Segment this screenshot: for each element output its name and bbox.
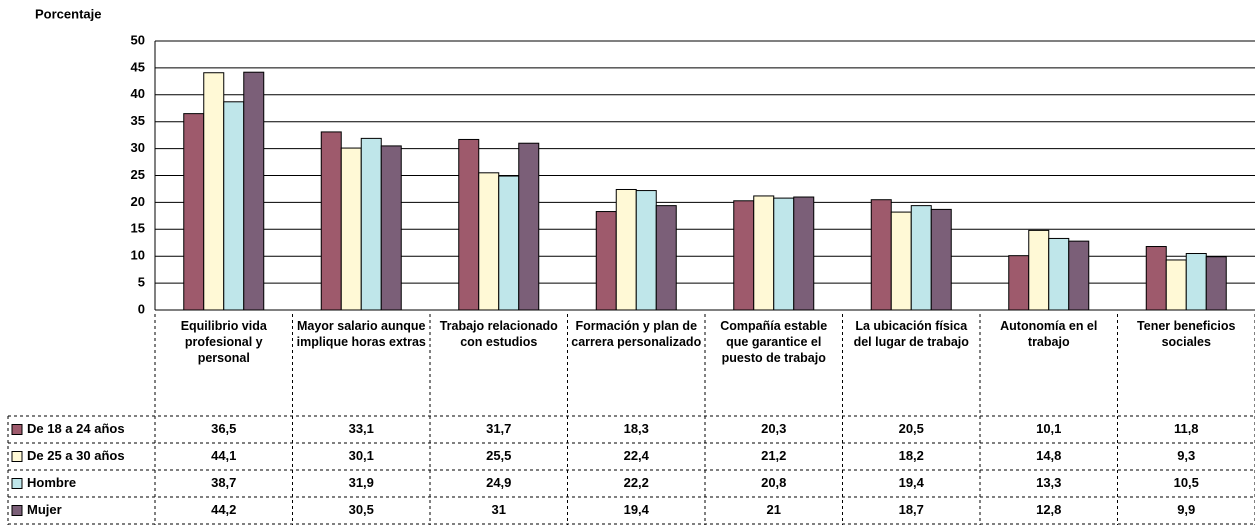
bar — [458, 138, 480, 311]
legend-label: Mujer — [27, 502, 62, 517]
x-tick-label: Tener beneficios sociales — [1137, 319, 1236, 349]
bar — [635, 190, 657, 311]
bar — [870, 199, 892, 311]
table-value: 22,2 — [624, 475, 649, 490]
bar — [1205, 256, 1227, 311]
bar — [360, 137, 382, 311]
x-tick-label: Equilibrio vida profesional y personal — [180, 319, 267, 365]
bar — [478, 172, 500, 311]
bar — [733, 200, 755, 311]
bar — [320, 131, 342, 311]
y-tick-label: 5 — [138, 275, 145, 290]
x-tick-label: Compañía estable que garantice el puesto… — [720, 319, 828, 365]
table-value: 38,7 — [211, 475, 236, 490]
bar — [183, 113, 205, 311]
legend-swatch — [11, 424, 23, 435]
y-tick-label: 0 — [138, 301, 145, 316]
y-axis-label: Porcentaje — [35, 6, 101, 21]
x-tick-label: La ubicación física del lugar de trabajo — [853, 319, 969, 349]
x-tick-label: Trabajo relacionado con estudios — [439, 319, 558, 349]
table-value: 18,3 — [624, 421, 649, 436]
table-value: 12,8 — [1036, 502, 1061, 517]
bar — [1048, 237, 1070, 311]
table-value: 9,9 — [1177, 502, 1195, 517]
y-tick-label: 50 — [131, 32, 145, 47]
bar — [1145, 246, 1167, 311]
bar — [1165, 259, 1187, 311]
table-value: 10,5 — [1174, 475, 1199, 490]
bar — [518, 142, 540, 311]
x-tick-label: Mayor salario aunque implique horas extr… — [296, 319, 426, 349]
table-value: 31,9 — [349, 475, 374, 490]
table-value: 31 — [492, 502, 506, 517]
table-value: 21,2 — [761, 448, 786, 463]
table-value: 36,5 — [211, 421, 236, 436]
table-value: 33,1 — [349, 421, 374, 436]
y-tick-label: 25 — [131, 167, 145, 182]
bar — [243, 71, 265, 311]
y-tick-label: 10 — [131, 248, 145, 263]
bar — [340, 147, 362, 311]
bar — [1028, 229, 1050, 311]
bar — [203, 72, 225, 311]
table-value: 25,5 — [486, 448, 511, 463]
bar — [655, 205, 677, 311]
bar — [793, 196, 815, 311]
table-value: 11,8 — [1174, 421, 1199, 436]
bar — [498, 175, 520, 311]
table-value: 10,1 — [1036, 421, 1061, 436]
bar — [1008, 255, 1030, 311]
legend-swatch — [11, 478, 23, 489]
table-value: 9,3 — [1177, 448, 1195, 463]
bar — [380, 145, 402, 311]
table-value: 20,5 — [899, 421, 924, 436]
y-tick-label: 15 — [131, 221, 145, 236]
table-value: 18,2 — [899, 448, 924, 463]
table-value: 30,1 — [349, 448, 374, 463]
table-value: 14,8 — [1036, 448, 1061, 463]
x-tick-label: Formación y plan de carrera personalizad… — [571, 319, 702, 349]
table-value: 19,4 — [624, 502, 650, 517]
table-value: 13,3 — [1036, 475, 1061, 490]
bar — [223, 101, 245, 311]
legend-label: Hombre — [27, 475, 76, 490]
bar — [890, 211, 912, 311]
bar — [773, 197, 795, 311]
bar — [615, 188, 637, 311]
table-value: 19,4 — [899, 475, 925, 490]
y-tick-label: 35 — [131, 113, 145, 128]
bar — [1068, 240, 1090, 311]
table-value: 20,3 — [761, 421, 786, 436]
table-value: 44,1 — [211, 448, 236, 463]
bar — [930, 208, 952, 311]
y-tick-label: 40 — [131, 86, 145, 101]
bar — [1185, 253, 1207, 311]
bar — [910, 205, 932, 311]
table-value: 31,7 — [486, 421, 511, 436]
legend-swatch — [11, 505, 23, 516]
legend-label: De 25 a 30 años — [27, 448, 125, 463]
y-tick-label: 45 — [131, 59, 145, 74]
bar — [753, 195, 775, 311]
table-value: 22,4 — [624, 448, 650, 463]
table-value: 21 — [767, 502, 781, 517]
x-tick-label: Autonomía en el trabajo — [1000, 319, 1098, 349]
table-value: 20,8 — [761, 475, 786, 490]
table-value: 24,9 — [486, 475, 511, 490]
legend-label: De 18 a 24 años — [27, 421, 125, 436]
legend-swatch — [11, 451, 23, 462]
table-value: 30,5 — [349, 502, 374, 517]
y-tick-label: 30 — [131, 140, 145, 155]
y-tick-label: 20 — [131, 194, 145, 209]
table-value: 18,7 — [899, 502, 924, 517]
bar — [595, 211, 617, 311]
table-value: 44,2 — [211, 502, 236, 517]
